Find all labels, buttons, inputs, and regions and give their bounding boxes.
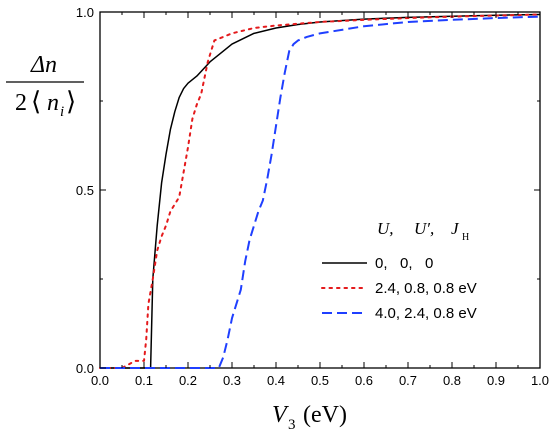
y-label-denominator-prefix: 2 xyxy=(15,90,27,116)
legend-header-j: J xyxy=(451,219,460,238)
legend-header: U, U′, J H xyxy=(377,219,469,243)
y-tick-label: 0.5 xyxy=(76,183,94,198)
x-label-sub: 3 xyxy=(288,417,296,433)
x-tick-label: 0.2 xyxy=(179,373,197,388)
y-label-denominator-var: n xyxy=(47,90,59,116)
legend-label-1: 0, 0, 0 xyxy=(375,255,433,272)
x-tick-label: 0.5 xyxy=(311,373,329,388)
x-tick-label: 0.1 xyxy=(135,373,153,388)
x-label-var: V xyxy=(272,402,289,428)
axis-ticks xyxy=(99,11,541,369)
x-tick-labels: 0.0 0.1 0.2 0.3 0.4 0.5 0.6 0.7 0.8 0.9 1.0 xyxy=(91,373,549,388)
legend-header-uprime: U′, xyxy=(414,219,434,238)
x-tick-label: 0.6 xyxy=(355,373,373,388)
series-line-3 xyxy=(100,15,541,369)
legend-label-2: 2.4, 0.8, 0.8 eV xyxy=(375,280,477,297)
x-tick-label: 0.4 xyxy=(267,373,285,388)
series-line-2 xyxy=(99,13,541,369)
x-tick-label: 0.0 xyxy=(91,373,109,388)
legend-label-3: 4.0, 2.4, 0.8 eV xyxy=(375,305,477,322)
x-tick-label: 1.0 xyxy=(531,373,549,388)
y-tick-label: 1.0 xyxy=(76,5,94,20)
legend: U, U′, J H 0, 0, 0 2.4, 0.8, 0.8 eV 4.0, 2… xyxy=(321,219,477,322)
y-axis-label: Δn 2 ⟨ n i ⟩ xyxy=(6,52,84,120)
x-tick-label: 0.8 xyxy=(443,373,461,388)
y-label-left-angle: ⟨ xyxy=(31,87,41,116)
y-tick-labels: 0.0 0.5 1.0 xyxy=(76,5,94,376)
series-layer xyxy=(99,13,541,369)
legend-header-u: U, xyxy=(377,219,394,238)
x-axis-label: V 3 (eV) xyxy=(272,402,347,433)
y-label-denominator-sub: i xyxy=(60,104,64,120)
legend-header-j-sub: H xyxy=(462,232,469,243)
legend-entries: 0, 0, 0 2.4, 0.8, 0.8 eV 4.0, 2.4, 0.8 eV xyxy=(321,255,477,322)
x-tick-label: 0.7 xyxy=(399,373,417,388)
x-tick-label: 0.3 xyxy=(223,373,241,388)
y-label-numerator: Δn xyxy=(30,52,57,78)
y-tick-label: 0.0 xyxy=(76,361,94,376)
y-label-right-angle: ⟩ xyxy=(66,87,76,116)
x-tick-label: 0.9 xyxy=(487,373,505,388)
x-label-unit: (eV) xyxy=(303,402,347,428)
